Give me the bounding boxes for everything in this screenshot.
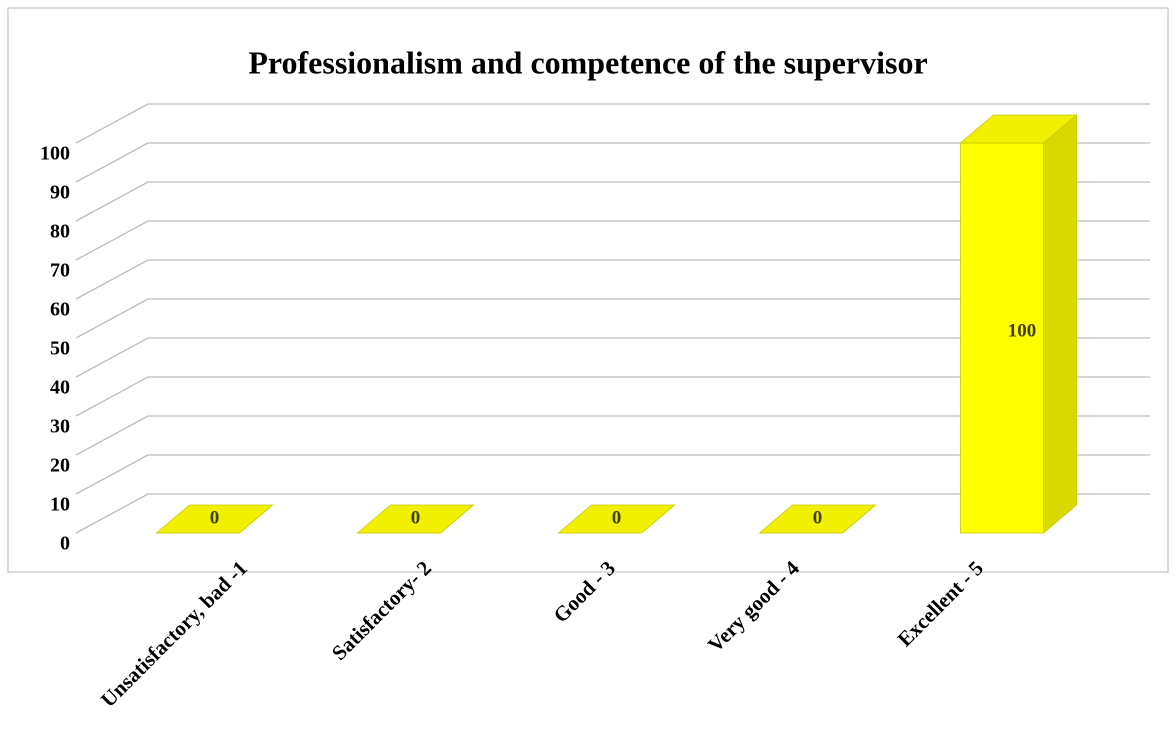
y-tick-label: 50 — [50, 338, 70, 360]
grid-line-side — [75, 142, 149, 183]
grid-line-side — [75, 415, 149, 456]
grid-line-side — [75, 376, 149, 417]
y-tick-label: 40 — [50, 377, 70, 399]
y-tick-label: 0 — [60, 533, 70, 555]
y-tick-label: 60 — [50, 299, 70, 321]
bar-side — [1043, 114, 1077, 534]
bar — [155, 504, 274, 534]
bar-top — [557, 504, 676, 534]
y-tick-label: 20 — [50, 455, 70, 477]
data-label: 100 — [1008, 320, 1037, 341]
y-tick-label: 30 — [50, 416, 70, 438]
grid-line-side — [75, 298, 149, 339]
grid-line-side — [75, 103, 149, 144]
bar — [959, 114, 1078, 534]
y-tick-label: 70 — [50, 260, 70, 282]
bar-top — [758, 504, 877, 534]
y-tick-label: 100 — [40, 143, 70, 165]
data-label: 0 — [210, 507, 220, 528]
chart-title: Professionalism and competence of the su… — [248, 44, 927, 80]
grid-line-side — [75, 259, 149, 300]
data-label: 0 — [813, 507, 823, 528]
bar — [356, 504, 475, 534]
data-label: 0 — [612, 507, 622, 528]
x-tick-label: Unsatisfactory, bad -1 — [96, 556, 252, 712]
bar-top — [959, 114, 1078, 144]
bar-top — [155, 504, 274, 534]
grid-line-side — [75, 220, 149, 261]
grid-line-side — [75, 493, 149, 534]
grid-line-side — [75, 181, 149, 222]
y-tick-label: 80 — [50, 221, 70, 243]
data-label: 0 — [411, 507, 421, 528]
bar-top — [356, 504, 475, 534]
bar — [758, 504, 877, 534]
bar — [557, 504, 676, 534]
grid-line-side — [75, 454, 149, 495]
grid-line-side — [75, 337, 149, 378]
y-tick-label: 90 — [50, 182, 70, 204]
y-tick-label: 10 — [50, 494, 70, 516]
